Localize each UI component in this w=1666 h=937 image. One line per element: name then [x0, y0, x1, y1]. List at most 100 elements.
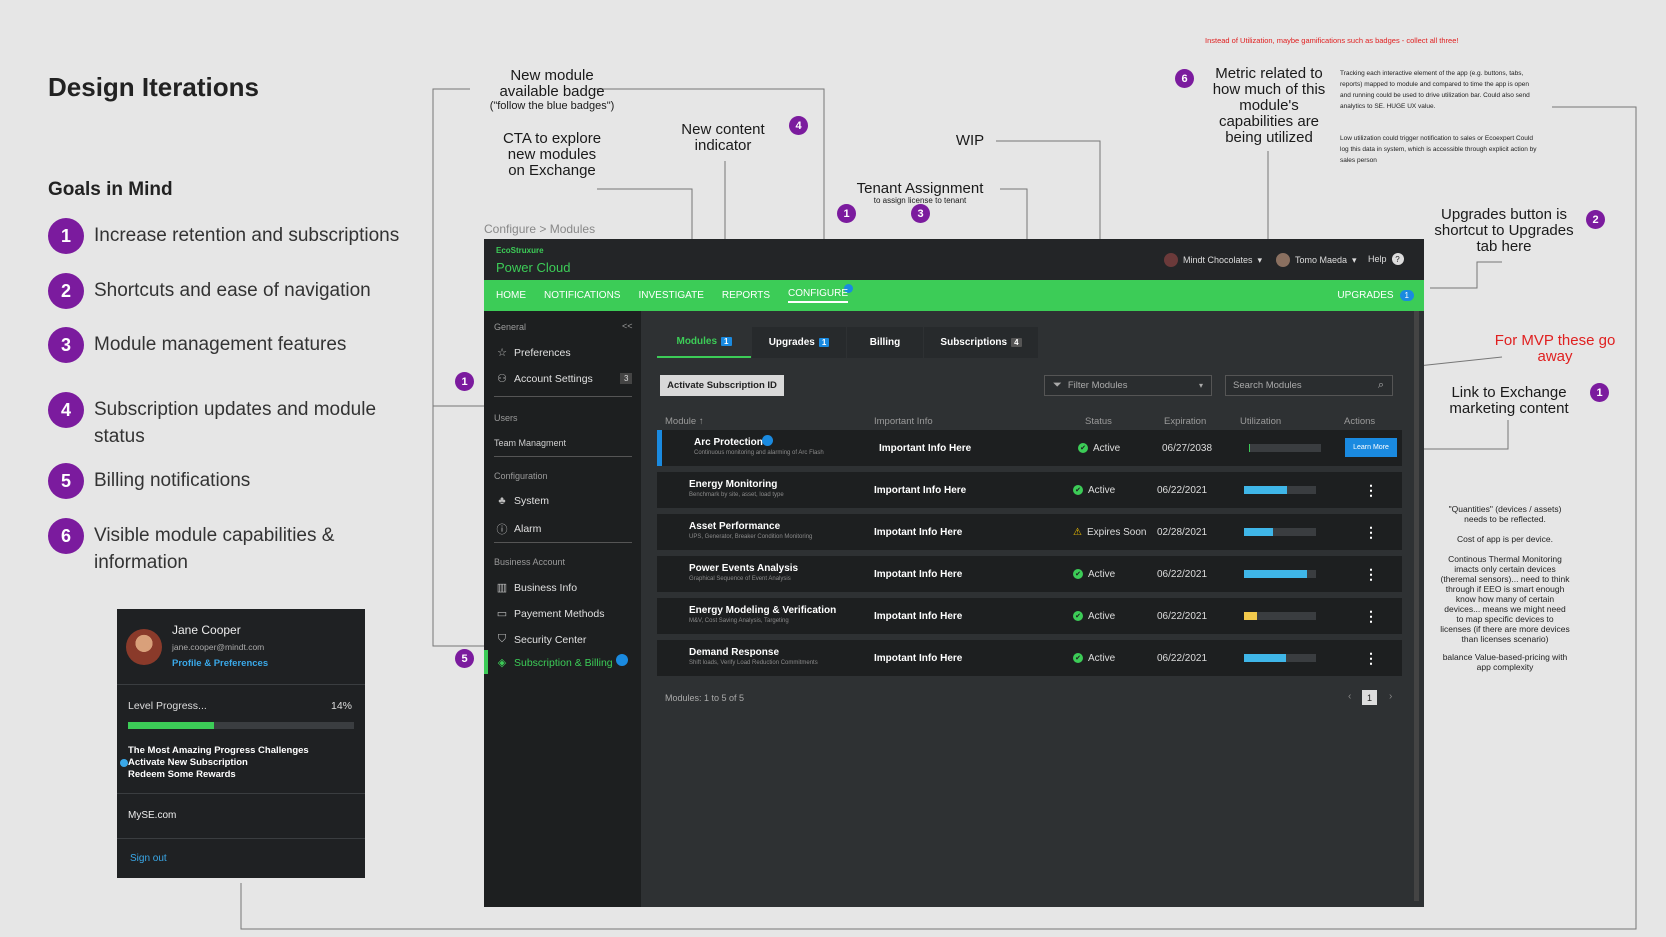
table-row[interactable]: Asset Performance UPS, Generator, Breaker…: [657, 514, 1402, 550]
main-nav: HOME NOTIFICATIONS INVESTIGATE REPORTS C…: [484, 280, 1424, 311]
table-row[interactable]: Energy Monitoring Benchmark by site, asse…: [657, 472, 1402, 508]
status-badge: ✔ Active: [1073, 569, 1115, 580]
collapse-icon[interactable]: <<: [622, 321, 633, 331]
column-header-expiration: Expiration: [1164, 416, 1207, 427]
divider: [117, 793, 365, 794]
search-modules-input[interactable]: Search Modules ⌕: [1225, 375, 1393, 396]
sidebar-item-system[interactable]: ♣ System: [496, 495, 549, 507]
product-name[interactable]: Power Cloud: [496, 260, 571, 275]
goal-number: 1: [48, 218, 84, 254]
challenge-item[interactable]: Redeem Some Rewards: [128, 769, 236, 780]
sidebar-item-account-settings[interactable]: ⚇ Account Settings: [496, 372, 593, 386]
callout-subtext: ("follow the blue badges"): [489, 100, 615, 112]
user-menu[interactable]: Tomo Maeda ▾: [1276, 253, 1357, 267]
nav-investigate[interactable]: INVESTIGATE: [638, 290, 704, 301]
profile-name: Jane Cooper: [172, 623, 241, 637]
goal-item: 4 Subscription updates and module status: [48, 392, 428, 450]
module-name[interactable]: Arc Protection: [694, 437, 763, 448]
page-number[interactable]: 1: [1362, 690, 1377, 705]
goal-item: 3 Module management features: [48, 327, 428, 363]
user-name: Tomo Maeda: [1295, 255, 1348, 265]
module-name[interactable]: Demand Response: [689, 647, 780, 658]
next-page-icon[interactable]: ›: [1389, 691, 1393, 702]
sidebar-item-payment[interactable]: ▭ Payement Methods: [496, 607, 605, 621]
system-icon: ♣: [498, 495, 506, 507]
table-row[interactable]: Arc Protection Continuous monitoring and …: [657, 430, 1402, 466]
card-icon: ▭: [496, 608, 508, 620]
status-text: Active: [1088, 652, 1116, 664]
challenge-item[interactable]: The Most Amazing Progress Challenges: [128, 745, 309, 756]
sign-out-link[interactable]: Sign out: [130, 853, 167, 864]
more-actions-icon[interactable]: ⋮: [1364, 607, 1378, 624]
chevron-down-icon: ▾: [1257, 254, 1263, 265]
table-row[interactable]: Power Events Analysis Graphical Sequence …: [657, 556, 1402, 592]
callout-new-content: New content indicator: [681, 121, 765, 154]
challenge-item[interactable]: Activate New Subscription: [128, 757, 248, 768]
tab-billing[interactable]: Billing: [847, 327, 923, 358]
nav-configure[interactable]: CONFIGURE: [788, 288, 849, 303]
utilization-fill: [1244, 654, 1286, 662]
alarm-icon: ⓘ: [496, 524, 508, 536]
status-text: Active: [1088, 568, 1116, 580]
goal-number: 3: [48, 327, 84, 363]
module-info: Impotant Info Here: [874, 652, 963, 664]
module-info: Impotant Info Here: [874, 610, 963, 622]
nav-notifications[interactable]: NOTIFICATIONS: [544, 290, 621, 301]
marker-6: 6: [1175, 69, 1194, 88]
goal-text: Module management features: [94, 334, 347, 355]
tab-modules[interactable]: Modules 1: [657, 327, 751, 358]
module-name[interactable]: Asset Performance: [689, 521, 781, 532]
status-text: Active: [1093, 442, 1121, 454]
prev-page-icon[interactable]: ‹: [1348, 691, 1352, 702]
sidebar-section-configuration: Configuration: [494, 471, 548, 481]
more-actions-icon[interactable]: ⋮: [1364, 481, 1378, 498]
utilization-fill: [1244, 528, 1273, 536]
activate-subscription-button[interactable]: Activate Subscription ID: [660, 375, 784, 396]
check-icon: ✔: [1073, 653, 1083, 663]
module-name[interactable]: Power Events Analysis: [689, 563, 799, 574]
myse-link[interactable]: MySE.com: [128, 810, 177, 821]
module-name[interactable]: Energy Modeling & Verification: [689, 605, 837, 616]
utilization-bar: [1244, 486, 1316, 494]
sidebar-item-business-info[interactable]: ▥ Business Info: [496, 581, 577, 595]
filter-modules-select[interactable]: ⏷ Filter Modules ▾: [1044, 375, 1212, 396]
expiration-date: 02/28/2021: [1157, 526, 1208, 538]
more-actions-icon[interactable]: ⋮: [1364, 565, 1378, 582]
building-icon: ▥: [496, 582, 508, 594]
goal-number: 4: [48, 392, 84, 428]
tab-subscriptions[interactable]: Subscriptions 4: [924, 327, 1038, 358]
tab-label: Upgrades: [768, 337, 815, 348]
sidebar-item-team[interactable]: Team Managment: [494, 438, 567, 448]
nav-reports[interactable]: REPORTS: [721, 290, 771, 301]
column-header-status: Status: [1085, 416, 1112, 427]
new-badge-icon: [762, 435, 773, 446]
sidebar-item-subscription[interactable]: ◈ Subscription & Billing: [496, 656, 613, 670]
table-footer: Modules: 1 to 5 of 5: [665, 693, 745, 703]
expiration-date: 06/27/2038: [1162, 442, 1213, 454]
sort-arrow-icon: ↑: [698, 416, 704, 427]
more-actions-icon[interactable]: ⋮: [1364, 649, 1378, 666]
gamification-note: Instead of Utilization, maybe gamificati…: [1205, 36, 1459, 45]
help-button[interactable]: Help ?: [1368, 253, 1404, 265]
search-placeholder: Search Modules: [1233, 380, 1302, 391]
more-actions-icon[interactable]: ⋮: [1364, 523, 1378, 540]
cost-note: Cost of app is per device.: [1457, 534, 1553, 544]
nav-home[interactable]: HOME: [496, 290, 526, 301]
check-icon: ✔: [1073, 611, 1083, 621]
upgrades-button[interactable]: UPGRADES: [1337, 290, 1394, 301]
profile-preferences-link[interactable]: Profile & Preferences: [172, 658, 269, 669]
sidebar-item-security[interactable]: ⛉ Security Center: [496, 633, 587, 646]
sidebar-item-preferences[interactable]: ☆ Preferences: [496, 346, 571, 360]
table-row[interactable]: Energy Modeling & Verification M&V, Cost …: [657, 598, 1402, 634]
goal-number: 2: [48, 273, 84, 309]
learn-more-button[interactable]: Learn More: [1345, 438, 1397, 457]
column-header-module[interactable]: Module ↑: [665, 416, 704, 427]
module-name[interactable]: Energy Monitoring: [689, 479, 778, 490]
level-progress-percent: 14%: [331, 700, 353, 712]
tenant-selector[interactable]: Mindt Chocolates ▾: [1164, 253, 1262, 267]
scrollbar[interactable]: [1414, 311, 1419, 901]
module-description: Benchmark by site, asset, load type: [689, 492, 784, 498]
tab-upgrades[interactable]: Upgrades 1: [752, 327, 846, 358]
table-row[interactable]: Demand Response Shift loads, Verify Load …: [657, 640, 1402, 676]
sidebar-item-alarm[interactable]: ⓘ Alarm: [496, 521, 542, 537]
